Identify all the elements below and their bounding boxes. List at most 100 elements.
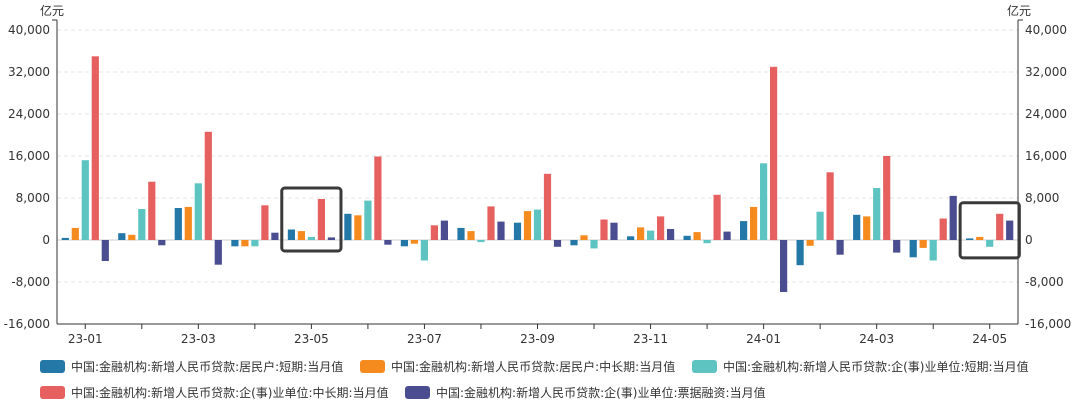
bar <box>241 240 249 247</box>
bar <box>440 220 448 240</box>
bar <box>939 218 947 240</box>
legend-item[interactable]: 中国:金融机构:新增人民币贷款:企(事)业单位:中长期:当月值 <box>40 384 389 401</box>
legend-item[interactable]: 中国:金融机构:新增人民币贷款:居民户:中长期:当月值 <box>360 358 675 375</box>
x-tick-label: 23-01 <box>68 332 103 346</box>
bar <box>477 240 485 243</box>
bar <box>543 173 552 240</box>
bar <box>570 240 578 246</box>
legend-swatch <box>405 386 430 399</box>
legend-label: 中国:金融机构:新增人民币贷款:企(事)业单位:短期:当月值 <box>723 360 1029 374</box>
bar <box>627 236 635 240</box>
bar <box>976 236 984 240</box>
x-tick-label: 24-03 <box>859 332 894 346</box>
bar <box>271 232 279 240</box>
bar <box>770 66 778 241</box>
legend-swatch <box>40 386 65 399</box>
bar <box>101 240 109 261</box>
y-tick-label-left: 8,000 <box>16 191 50 205</box>
bar <box>949 195 957 240</box>
bar <box>637 227 645 240</box>
bar <box>513 222 522 240</box>
bar <box>430 225 438 240</box>
bar <box>919 240 927 248</box>
bar <box>693 232 701 240</box>
bar <box>806 240 814 246</box>
bar <box>647 230 655 240</box>
x-tick-label: 23-03 <box>181 332 216 346</box>
bar <box>344 213 352 241</box>
bar <box>836 240 844 255</box>
bar <box>297 231 305 240</box>
y-tick-label-left: 0 <box>42 233 50 247</box>
bar <box>533 209 542 240</box>
legend-item[interactable]: 中国:金融机构:新增人民币贷款:企(事)业单位:票据融资:当月值 <box>405 384 766 401</box>
bar <box>966 238 974 240</box>
legend-label: 中国:金融机构:新增人民币贷款:企(事)业单位:中长期:当月值 <box>71 386 389 400</box>
y-unit-label-right: 亿元 <box>1007 3 1031 18</box>
y-tick-label-right: 32,000 <box>1025 65 1067 79</box>
y-tick-label-left: 32,000 <box>8 65 50 79</box>
x-tick-label: 23-07 <box>407 332 442 346</box>
bar <box>400 240 408 247</box>
bar <box>204 131 212 240</box>
x-tick-label: 23-09 <box>520 332 555 346</box>
bar <box>553 240 562 247</box>
bar <box>683 235 691 240</box>
legend-swatch <box>360 360 385 373</box>
legend-label: 中国:金融机构:新增人民币贷款:企(事)业单位:票据融资:当月值 <box>436 386 766 400</box>
bar <box>760 163 768 240</box>
bar <box>863 216 871 240</box>
bar <box>138 209 146 240</box>
bar <box>580 235 588 240</box>
bar <box>740 221 748 240</box>
highlight-box <box>280 186 343 253</box>
chart-plot: -16,000 -16,000 -8,000 -8,000 0 0 8,000 8,000 16… <box>4 3 1072 346</box>
x-tick-label: 24-01 <box>746 332 781 346</box>
x-tick-label: 24-05 <box>972 332 1007 346</box>
bar <box>261 205 269 240</box>
bar <box>713 194 721 240</box>
bar <box>986 240 994 247</box>
bar <box>467 231 475 240</box>
legend-label: 中国:金融机构:新增人民币贷款:居民户:短期:当月值 <box>71 360 344 374</box>
bar <box>610 222 618 240</box>
y-unit-label-left: 亿元 <box>40 3 64 18</box>
bar <box>826 172 834 240</box>
bar <box>410 240 418 244</box>
legend-item[interactable]: 中国:金融机构:新增人民币贷款:居民户:短期:当月值 <box>40 358 343 375</box>
y-tick-label-left: 16,000 <box>8 149 50 163</box>
bar <box>364 200 372 240</box>
bar <box>128 234 136 241</box>
legend-swatch <box>692 360 717 373</box>
bar <box>184 206 192 240</box>
bar <box>487 206 495 240</box>
bar <box>883 156 891 240</box>
bar <box>158 240 166 246</box>
bar <box>457 227 465 240</box>
y-tick-label-right: 16,000 <box>1025 149 1067 163</box>
legend-label: 中国:金融机构:新增人民币贷款:居民户:中长期:当月值 <box>391 360 676 374</box>
bar <box>420 240 428 261</box>
bar <box>657 216 665 240</box>
bar <box>780 240 788 292</box>
y-tick-label-right: -8,000 <box>1025 275 1064 289</box>
bar <box>81 160 89 240</box>
bar <box>853 214 861 240</box>
x-tick-label: 23-11 <box>633 332 668 346</box>
bar <box>816 211 824 240</box>
bar <box>750 206 758 240</box>
bar <box>118 233 126 240</box>
bar <box>523 211 532 240</box>
legend-item[interactable]: 中国:金融机构:新增人民币贷款:企(事)业单位:短期:当月值 <box>692 358 1029 375</box>
chart-legend: 中国:金融机构:新增人民币贷款:居民户:短期:当月值中国:金融机构:新增人民币贷… <box>40 350 1070 404</box>
bar <box>873 188 881 240</box>
bar <box>91 56 99 241</box>
bar <box>354 215 362 240</box>
bar <box>996 213 1004 241</box>
y-tick-label-right: 8,000 <box>1025 191 1059 205</box>
bar <box>174 208 182 240</box>
bar <box>251 240 259 247</box>
bar <box>703 240 711 244</box>
bar <box>929 240 937 261</box>
y-tick-label-left: -16,000 <box>4 317 50 331</box>
